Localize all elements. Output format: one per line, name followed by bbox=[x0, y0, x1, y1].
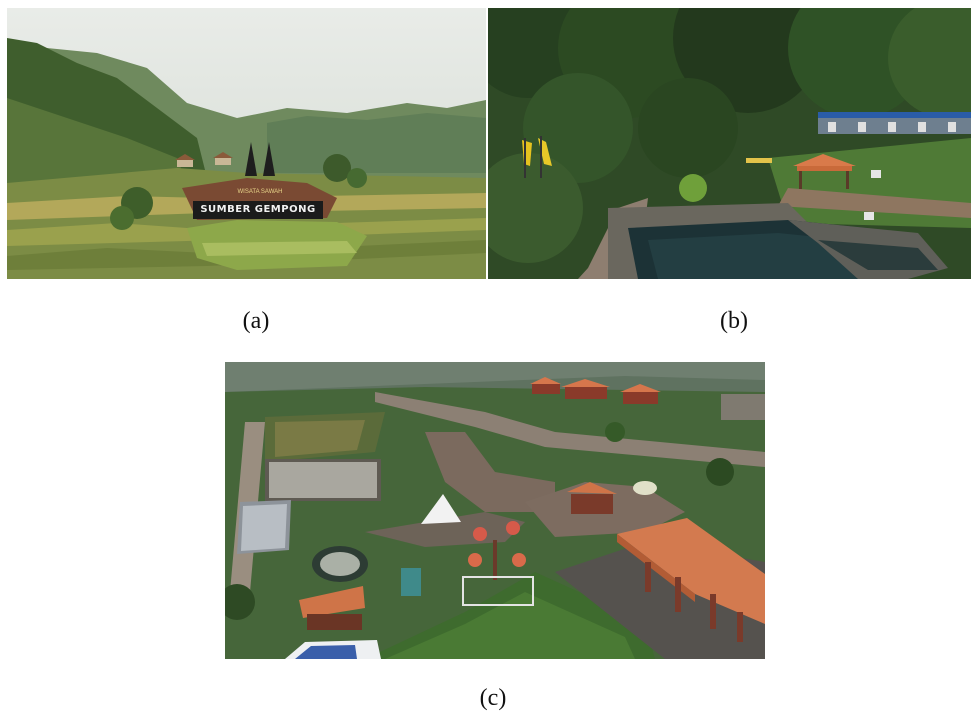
caption-b: (b) bbox=[720, 308, 748, 334]
terraced-fields-photo bbox=[7, 8, 486, 279]
caption-a: (a) bbox=[242, 308, 270, 334]
sign-small-text: WISATA SAWAH bbox=[237, 189, 283, 195]
aerial-park-photo bbox=[225, 362, 765, 659]
caption-c: (c) bbox=[479, 685, 507, 711]
photo-panel-c bbox=[225, 362, 765, 659]
photo-panel-b bbox=[488, 8, 971, 279]
spring-pool-photo bbox=[488, 8, 971, 279]
sign-main-text: SUMBER GEMPONG bbox=[200, 204, 316, 215]
photo-panel-a: WISATA SAWAH SUMBER GEMPONG bbox=[7, 8, 486, 279]
